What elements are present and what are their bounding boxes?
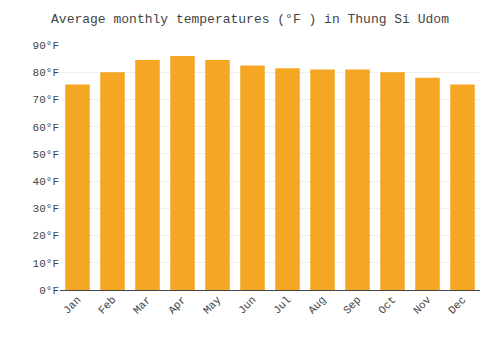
svg-text:60°F: 60°F [33, 122, 59, 134]
svg-text:Jan: Jan [61, 294, 83, 316]
svg-text:30°F: 30°F [33, 203, 59, 215]
svg-text:Mar: Mar [131, 294, 153, 316]
svg-text:Feb: Feb [96, 294, 118, 316]
svg-text:May: May [201, 294, 224, 317]
svg-text:80°F: 80°F [33, 67, 59, 79]
svg-text:0°F: 0°F [39, 285, 59, 297]
svg-text:Apr: Apr [166, 294, 188, 316]
svg-text:Oct: Oct [376, 294, 398, 316]
svg-text:70°F: 70°F [33, 94, 59, 106]
svg-text:90°F: 90°F [33, 40, 59, 52]
svg-text:Nov: Nov [411, 294, 434, 317]
svg-text:Jun: Jun [236, 294, 258, 316]
svg-text:Sep: Sep [341, 294, 363, 316]
svg-text:40°F: 40°F [33, 176, 59, 188]
svg-text:Aug: Aug [306, 294, 328, 316]
svg-text:20°F: 20°F [33, 230, 59, 242]
svg-text:Dec: Dec [446, 294, 468, 316]
svg-text:10°F: 10°F [33, 258, 59, 270]
svg-text:Jul: Jul [271, 294, 293, 316]
svg-text:50°F: 50°F [33, 149, 59, 161]
svg-text:Average monthly temperatures (: Average monthly temperatures (°F ) in Th… [51, 12, 449, 27]
